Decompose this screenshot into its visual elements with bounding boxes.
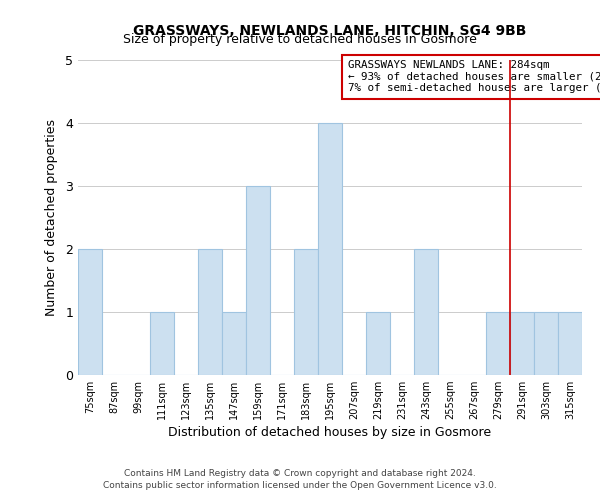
Y-axis label: Number of detached properties: Number of detached properties — [45, 119, 58, 316]
Bar — [366, 312, 390, 375]
Bar — [78, 249, 102, 375]
Bar — [318, 123, 342, 375]
Bar — [222, 312, 246, 375]
Bar — [510, 312, 534, 375]
Text: Contains HM Land Registry data © Crown copyright and database right 2024.
Contai: Contains HM Land Registry data © Crown c… — [103, 468, 497, 490]
Title: GRASSWAYS, NEWLANDS LANE, HITCHIN, SG4 9BB: GRASSWAYS, NEWLANDS LANE, HITCHIN, SG4 9… — [133, 24, 527, 38]
Bar — [534, 312, 558, 375]
X-axis label: Distribution of detached houses by size in Gosmore: Distribution of detached houses by size … — [169, 426, 491, 440]
Bar — [198, 249, 222, 375]
Bar — [486, 312, 510, 375]
Bar — [294, 249, 318, 375]
Bar — [246, 186, 270, 375]
Bar — [558, 312, 582, 375]
Text: Size of property relative to detached houses in Gosmore: Size of property relative to detached ho… — [123, 32, 477, 46]
Bar — [414, 249, 438, 375]
Text: GRASSWAYS NEWLANDS LANE: 284sqm
← 93% of detached houses are smaller (27)
7% of : GRASSWAYS NEWLANDS LANE: 284sqm ← 93% of… — [347, 60, 600, 93]
Bar — [150, 312, 174, 375]
